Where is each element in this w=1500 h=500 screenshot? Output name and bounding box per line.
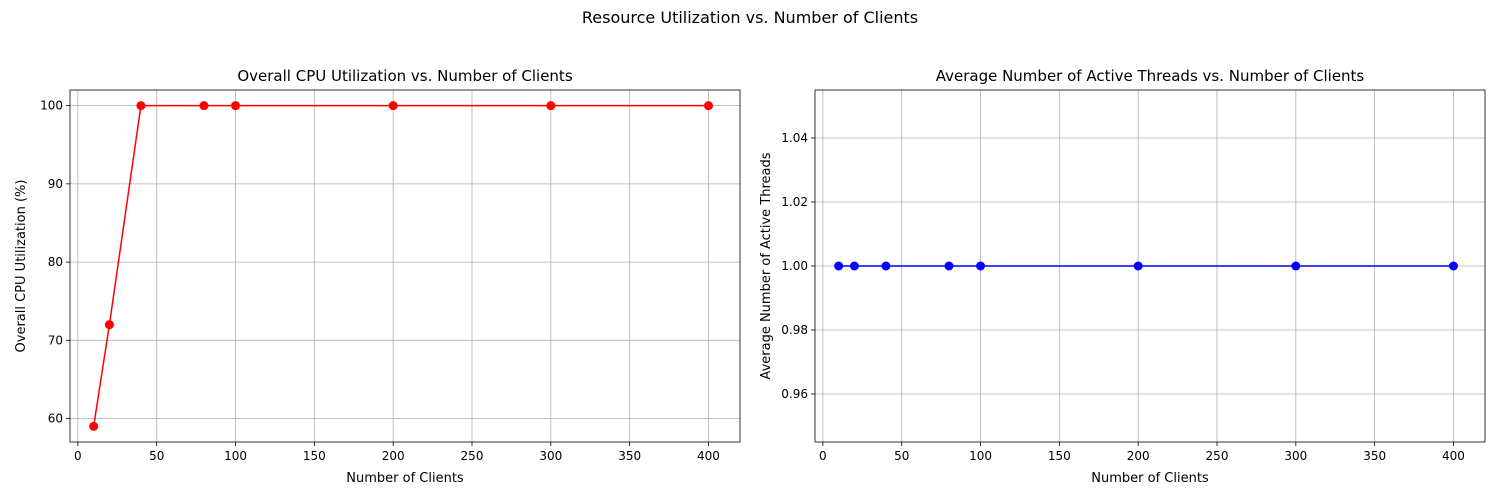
x-tick-label: 50	[894, 449, 909, 463]
y-tick-label: 80	[48, 255, 63, 269]
data-point	[388, 101, 398, 111]
y-tick-label: 0.98	[781, 323, 808, 337]
x-tick-label: 250	[461, 449, 484, 463]
x-tick-label: 150	[1048, 449, 1071, 463]
subplot-title: Average Number of Active Threads vs. Num…	[936, 67, 1365, 85]
y-tick-label: 0.96	[781, 387, 808, 401]
y-tick-label: 60	[48, 412, 63, 426]
data-point	[1448, 261, 1458, 271]
subplot-2: 0 50 100 150 200 250 300 350 400 0.96 0.98 1.00 1.02…	[759, 67, 1486, 486]
x-tick-label: 100	[224, 449, 247, 463]
y-tick-label: 1.00	[781, 259, 808, 273]
y-tick-label: 1.02	[781, 195, 808, 209]
data-point	[703, 101, 713, 111]
data-point	[976, 261, 986, 271]
x-tick-label: 100	[969, 449, 992, 463]
series-line	[92, 104, 709, 427]
x-tick-label: 400	[697, 449, 720, 463]
data-point	[881, 261, 891, 271]
x-axis-label: Number of Clients	[1091, 471, 1209, 486]
x-tick-label: 0	[74, 449, 82, 463]
x-tick-label: 400	[1442, 449, 1465, 463]
x-tick-label: 350	[618, 449, 641, 463]
y-axis-label: Overall CPU Utilization (%)	[14, 180, 29, 353]
data-point	[944, 261, 954, 271]
data-point	[849, 261, 859, 271]
y-tick-label: 1.04	[781, 131, 808, 145]
y-tick-label: 70	[48, 333, 63, 347]
figure-title: Resource Utilization vs. Number of Clien…	[581, 8, 919, 27]
data-point	[231, 101, 241, 111]
x-tick-label: 0	[819, 449, 827, 463]
x-tick-label: 200	[1127, 449, 1150, 463]
data-point	[1291, 261, 1301, 271]
x-tick-label: 150	[303, 449, 326, 463]
subplot-title: Overall CPU Utilization vs. Number of Cl…	[237, 67, 572, 85]
data-point	[89, 421, 99, 431]
data-point	[104, 320, 114, 330]
x-axis-label: Number of Clients	[346, 471, 464, 486]
data-point	[199, 101, 209, 111]
data-point	[136, 101, 146, 111]
y-axis-label: Average Number of Active Threads	[759, 152, 774, 379]
subplot-1: 0 50 100 150 200 250 300 350 400 60 70 80 90 100 Overa…	[14, 67, 741, 486]
x-tick-label: 50	[149, 449, 164, 463]
axes-frame	[814, 89, 1486, 443]
data-point	[834, 261, 844, 271]
x-tick-label: 300	[1284, 449, 1307, 463]
data-point	[546, 101, 556, 111]
x-tick-label: 200	[382, 449, 405, 463]
y-tick-label: 90	[48, 177, 63, 191]
y-tick-label: 100	[40, 99, 63, 113]
data-point	[1133, 261, 1143, 271]
axes-frame	[69, 89, 741, 443]
x-tick-label: 300	[539, 449, 562, 463]
x-tick-label: 350	[1363, 449, 1386, 463]
x-tick-label: 250	[1206, 449, 1229, 463]
